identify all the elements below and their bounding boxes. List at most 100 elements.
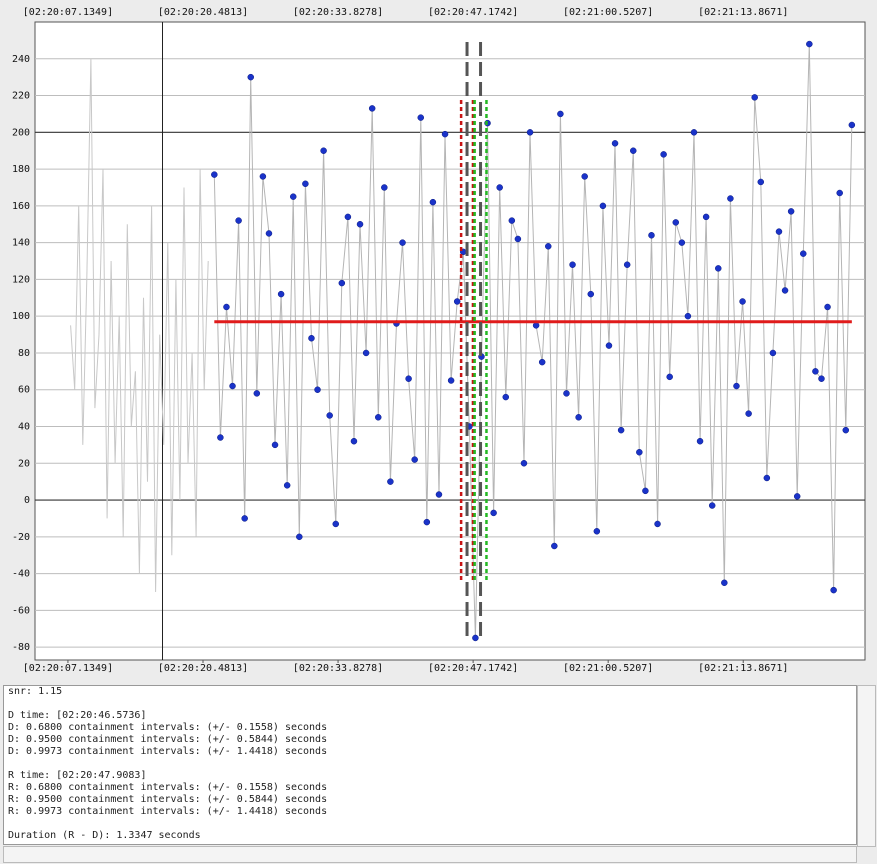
log-line: R: 0.9973 containment intervals: (+/- 1.… (8, 806, 328, 817)
data-point (496, 184, 503, 191)
data-point (763, 474, 771, 482)
data-point (271, 441, 279, 449)
data-point (642, 487, 649, 495)
x-tick-label-top: [02:21:00.5207] (563, 7, 653, 18)
data-point (557, 110, 564, 118)
data-point (593, 528, 601, 535)
data-point (727, 195, 734, 202)
log-panel: snr: 1.15 D time: [02:20:46.5736] D: 0.680… (3, 685, 857, 845)
data-point (702, 213, 710, 221)
data-point (417, 114, 425, 121)
data-point (775, 228, 783, 235)
log-line: D: 0.6800 containment intervals: (+/- 0.… (8, 722, 328, 733)
data-point (453, 298, 461, 305)
data-point (502, 393, 510, 401)
data-point (587, 290, 595, 298)
data-point (684, 312, 692, 320)
x-tick-label-top: [02:20:07.1349] (23, 7, 113, 18)
data-point (769, 349, 777, 357)
data-point (314, 386, 321, 393)
y-tick-label: 180 (12, 164, 30, 175)
data-point (745, 410, 752, 417)
data-point (751, 94, 758, 101)
data-point (289, 193, 297, 200)
data-point (563, 390, 570, 397)
data-point (356, 220, 364, 228)
data-point (350, 437, 358, 445)
y-tick-label: -80 (12, 642, 30, 653)
data-point (429, 198, 437, 206)
data-point (630, 147, 637, 154)
data-point (757, 178, 765, 186)
data-point (812, 368, 819, 375)
data-point (672, 219, 680, 226)
x-tick-label-top: [02:20:20.4813] (158, 7, 248, 18)
log-line: R: 0.9500 containment intervals: (+/- 0.… (8, 794, 328, 805)
data-point (399, 239, 406, 246)
data-point (211, 171, 218, 178)
data-point (660, 151, 667, 158)
data-point (368, 105, 376, 112)
data-point (296, 533, 303, 541)
log-line: R: 0.6800 containment intervals: (+/- 0.… (8, 782, 328, 793)
data-point (678, 239, 686, 246)
data-point (806, 40, 813, 48)
data-point (532, 322, 540, 329)
data-point (575, 414, 582, 421)
data-point (526, 129, 534, 136)
data-point (739, 298, 746, 305)
data-point (423, 518, 431, 526)
data-point (654, 520, 661, 528)
log-line: D: 0.9500 containment intervals: (+/- 0.… (8, 734, 328, 745)
data-point (733, 382, 740, 390)
data-point (235, 217, 242, 224)
trace-line (213, 44, 853, 638)
log-line: D: 0.9973 containment intervals: (+/- 1.… (8, 746, 328, 757)
chart: -80 -60 -40 -20 0 20 40 60 80 100 120 140 160 180 200 2… (11, 7, 866, 674)
data-point (617, 426, 625, 434)
y-tick-label: -60 (12, 605, 30, 616)
data-point (551, 542, 558, 550)
y-tick-label: 100 (12, 311, 30, 322)
data-point (375, 414, 382, 421)
data-point (787, 208, 795, 215)
data-point (326, 412, 333, 419)
log-line: R time: [02:20:47.9083] (8, 770, 147, 781)
data-point (490, 509, 497, 517)
data-point (223, 303, 230, 311)
x-tick-label-bottom: [02:21:13.8671] (698, 663, 788, 674)
data-point (623, 261, 631, 268)
data-point (520, 460, 528, 467)
data-point (696, 437, 704, 445)
data-point (344, 213, 352, 221)
x-tick-label-top: [02:20:33.8278] (293, 7, 383, 18)
data-point (611, 140, 619, 147)
data-point (253, 390, 261, 397)
y-tick-label: 120 (12, 274, 30, 285)
data-point (830, 586, 837, 594)
data-point (599, 202, 607, 210)
data-point (842, 426, 850, 434)
data-point (265, 230, 273, 237)
data-point (283, 482, 291, 489)
data-point (338, 279, 346, 287)
data-point (447, 377, 455, 384)
data-point (569, 261, 576, 268)
data-point (362, 349, 370, 357)
y-tick-label: 40 (18, 421, 30, 432)
horizontal-scrollbar[interactable] (3, 846, 857, 863)
vertical-scrollbar[interactable] (857, 685, 876, 847)
y-tick-label: 140 (12, 238, 30, 249)
data-point (411, 456, 418, 463)
trace-line (70, 58, 209, 593)
data-point (648, 232, 655, 239)
data-point (636, 448, 643, 456)
y-tick-label: -40 (12, 569, 30, 580)
data-point (259, 173, 267, 180)
data-point (320, 147, 327, 154)
data-point (441, 130, 449, 138)
data-point (800, 250, 807, 257)
x-tick-label-bottom: [02:21:00.5207] (563, 663, 653, 674)
data-point (708, 502, 716, 509)
